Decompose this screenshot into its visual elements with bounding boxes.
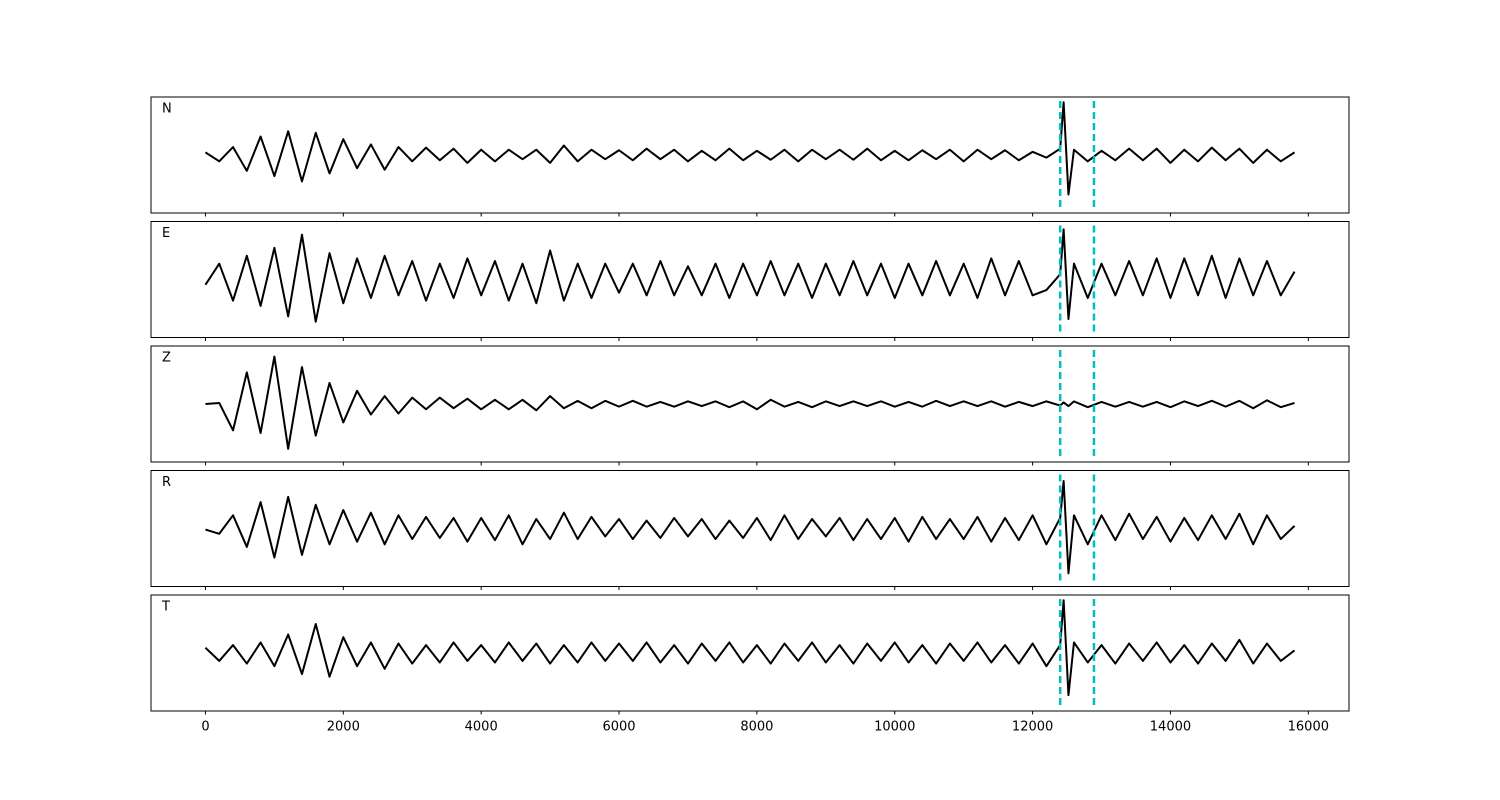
waveform: [204, 101, 1296, 196]
x-tick-label: 16000: [1288, 720, 1329, 735]
panel-label: N: [162, 102, 172, 117]
panel-label: Z: [162, 351, 171, 366]
panel-frame: [150, 594, 1350, 712]
x-tick-label: 8000: [740, 720, 773, 735]
waveform: [205, 355, 1295, 450]
panel-frame: [150, 96, 1350, 214]
x-tick-label: 0: [201, 720, 209, 735]
waveform: [204, 599, 1296, 697]
panel-label: R: [162, 475, 171, 490]
waveform: [204, 228, 1296, 323]
x-tick-label: 12000: [1012, 720, 1053, 735]
x-tick-label: 6000: [602, 720, 635, 735]
waveform: [205, 480, 1296, 575]
x-tick-label: 4000: [465, 720, 498, 735]
x-tick-label: 10000: [874, 720, 915, 735]
panel-label: T: [161, 600, 170, 615]
x-tick-label: 2000: [327, 720, 360, 735]
panel-frame: [150, 221, 1350, 338]
panel-frame: [150, 470, 1350, 587]
panel-frame: [150, 345, 1350, 463]
x-tick-label: 14000: [1150, 720, 1191, 735]
panel-label: E: [162, 226, 170, 241]
